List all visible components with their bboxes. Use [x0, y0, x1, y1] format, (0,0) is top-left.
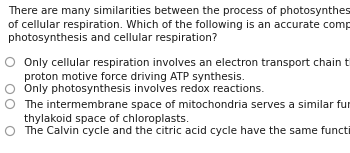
Text: The Calvin cycle and the citric acid cycle have the same function.: The Calvin cycle and the citric acid cyc… [24, 126, 350, 136]
Text: There are many similarities between the process of photosynthesis and the proces: There are many similarities between the … [8, 6, 350, 43]
Text: The intermembrane space of mitochondria serves a similar function as the
thylako: The intermembrane space of mitochondria … [24, 100, 350, 124]
Text: Only photosynthesis involves redox reactions.: Only photosynthesis involves redox react… [24, 84, 265, 94]
Text: Only cellular respiration involves an electron transport chain that creates a
pr: Only cellular respiration involves an el… [24, 58, 350, 82]
